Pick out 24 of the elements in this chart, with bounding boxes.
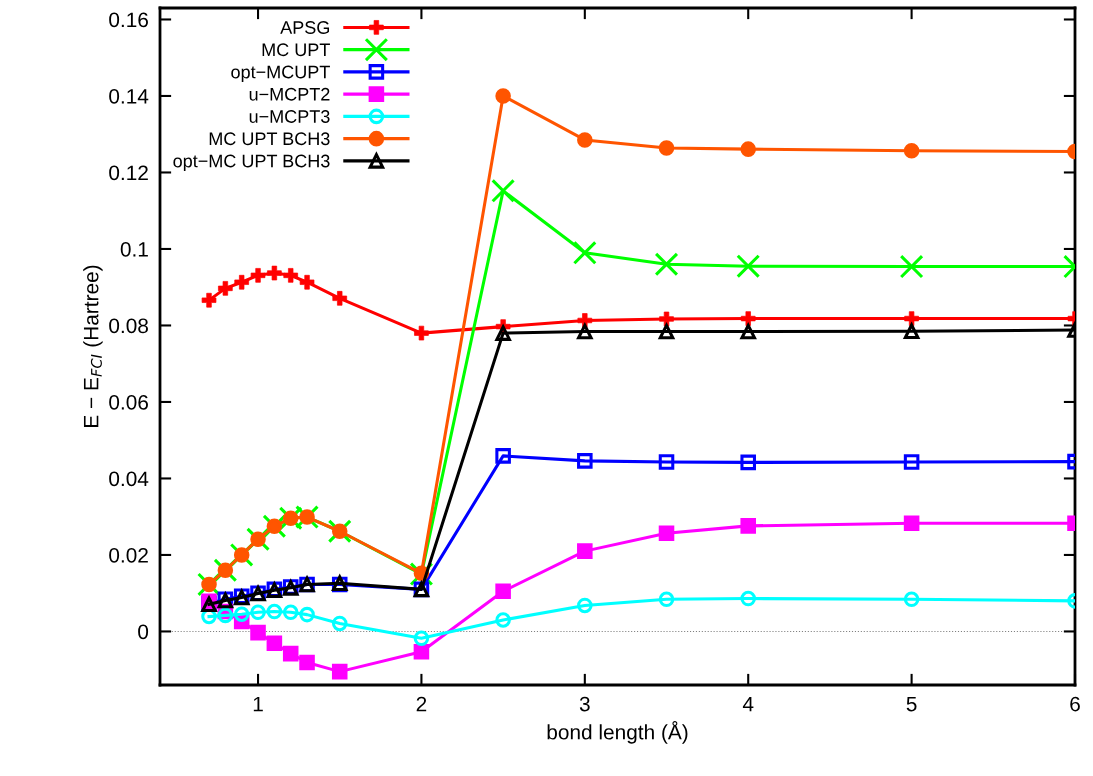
x-tick-label: 5 (906, 696, 917, 712)
legend-label: opt−MCUPT (231, 65, 330, 82)
y-tick-label: 0.14 (109, 88, 149, 104)
y-tick-label: 0.02 (109, 547, 148, 563)
x-tick-label: 4 (742, 696, 754, 712)
x-axis-title: bond length (Å) (547, 721, 688, 744)
legend-label: opt−MC UPT BCH3 (173, 154, 330, 171)
legend-label: u−MCPT3 (249, 110, 330, 123)
y-tick-label: 0 (138, 624, 149, 640)
y-tick-label: 0.06 (109, 394, 148, 410)
y-tick-label: 0.08 (109, 318, 148, 334)
x-tick-label: 3 (579, 696, 590, 712)
y-tick-label: 0.16 (109, 12, 148, 28)
y-axis-title: E − E$_{FCI}$ (Hartree) (83, 265, 103, 427)
y-tick-label: 0.12 (109, 165, 148, 181)
x-tick-label: 6 (1070, 696, 1080, 712)
legend-label: MC UPT BCH3 (209, 132, 330, 146)
x-tick-label: 2 (416, 696, 427, 712)
legend-label: u−MCPT2 (249, 87, 330, 101)
y-tick-label: 0.1 (120, 241, 148, 257)
legend-label: APSG (280, 21, 329, 34)
legend-label: MC UPT (262, 43, 330, 57)
y-tick-label: 0.04 (109, 471, 149, 487)
x-tick-label: 1 (253, 696, 263, 712)
